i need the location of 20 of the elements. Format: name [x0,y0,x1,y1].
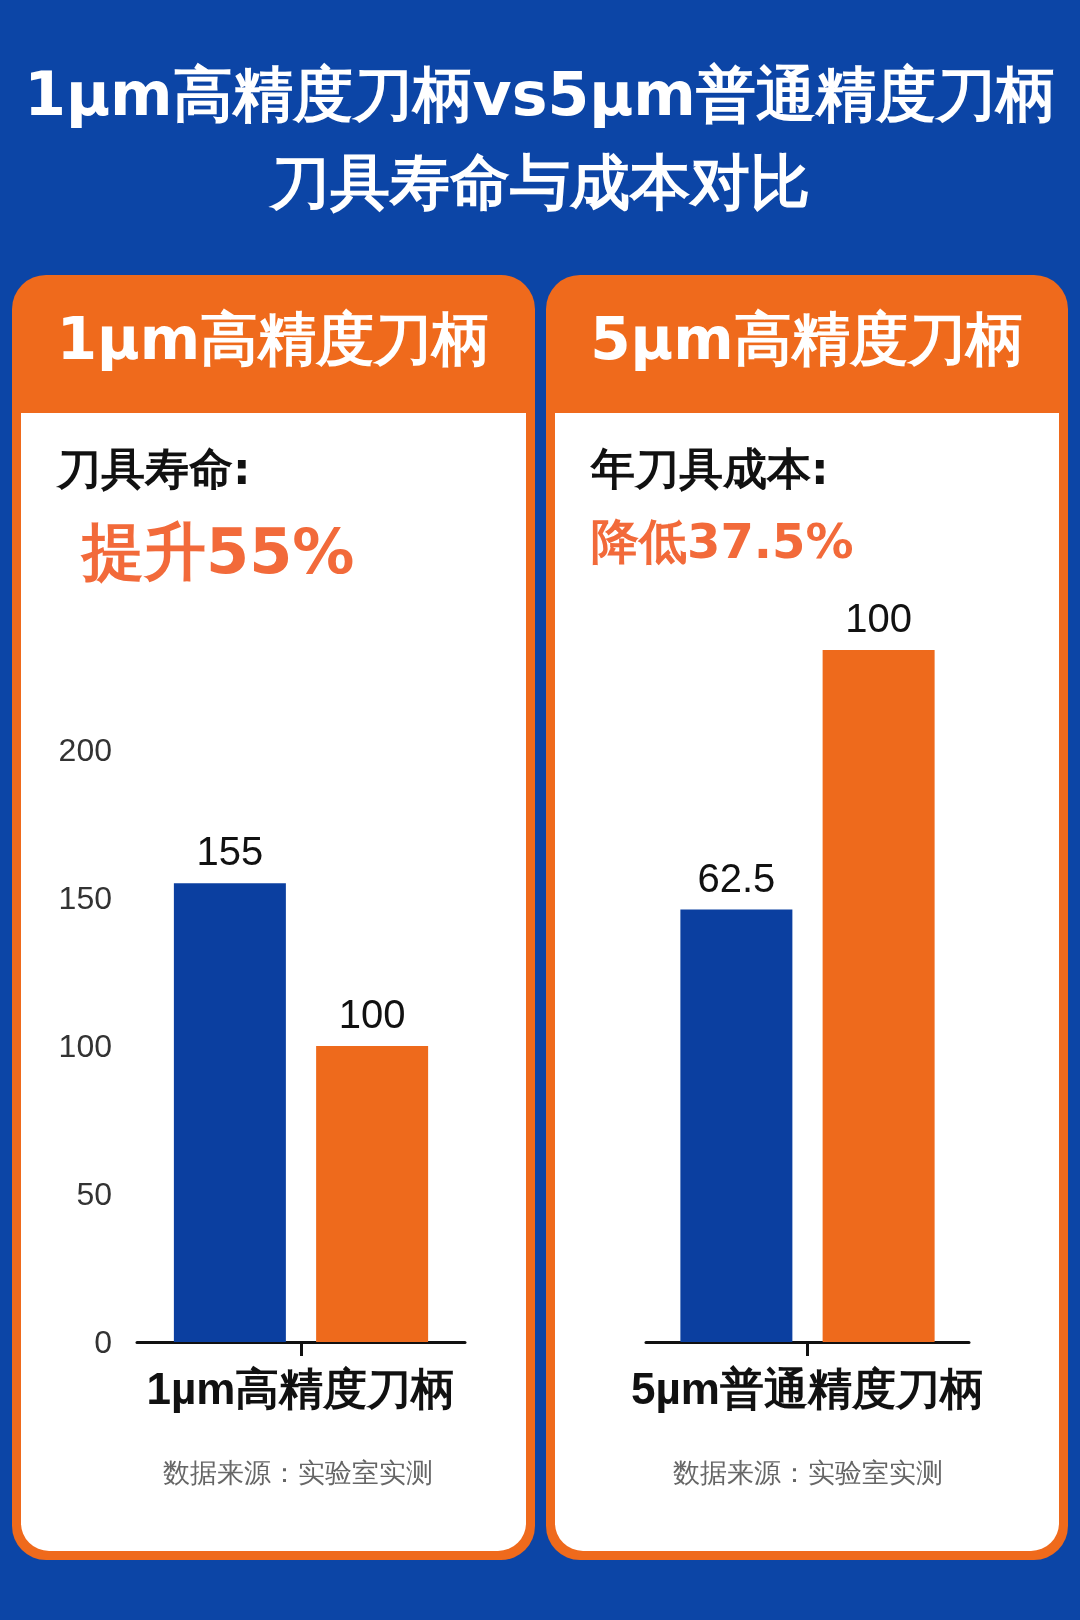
y-tick-label: 0 [94,1324,112,1360]
data-label: 155 [196,829,264,874]
y-tick-label: 200 [58,732,112,768]
chart-title: 5µm高精度刀柄 [589,304,1025,375]
text: 提升55% [82,514,355,590]
text: 降低37.5% [591,512,854,571]
source-note: 数据来源：实验室实测 [162,1456,434,1490]
x-tick-label: 5µm普通精度刀柄 [631,1363,984,1413]
text: 年刀具成本: [591,442,829,496]
y-tick-label: 50 [76,1176,112,1212]
data-label: 62.5 [697,855,776,900]
y-tick-label: 150 [58,880,112,916]
text: 刀具寿命: [57,442,251,496]
data-label: 100 [845,596,912,640]
source-note: 数据来源：实验室实测 [672,1456,944,1490]
chart-title: 1µm高精度刀柄 [55,304,492,375]
data-label: 100 [338,992,406,1036]
text: 1µm高精度刀柄vs5µm普通精度刀柄 [23,58,1057,131]
y-tick-label: 100 [58,1028,112,1064]
text: 刀具寿命与成本对比 [268,146,811,219]
